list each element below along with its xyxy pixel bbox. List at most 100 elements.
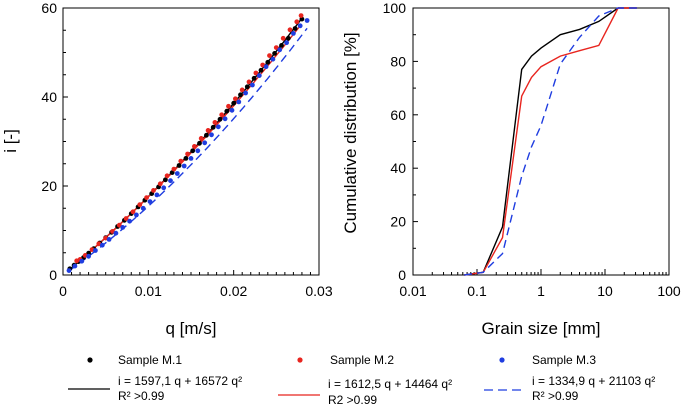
data-point-m3 xyxy=(188,156,194,161)
left-y-tick-label: 60 xyxy=(41,0,57,16)
right-y-tick-label: 100 xyxy=(383,0,407,16)
legend: Sample M.1 Sample M.2 Sample M.3 i = 159… xyxy=(68,353,655,407)
distribution-line-m3 xyxy=(464,7,637,276)
right-x-tick-label: 100 xyxy=(657,283,681,299)
data-point-m3 xyxy=(215,124,221,130)
data-point-m3 xyxy=(161,185,167,191)
right-y-ticks: 0 20 40 60 80 100 xyxy=(383,0,418,283)
left-x-axis-label: q [m/s] xyxy=(165,319,216,338)
data-point-m1 xyxy=(163,177,168,183)
data-point-m3 xyxy=(168,178,173,184)
data-point-m3 xyxy=(250,82,255,88)
data-point-m3 xyxy=(195,148,201,154)
data-point-m1 xyxy=(258,67,264,73)
right-x-tick-label: 0.1 xyxy=(467,283,487,299)
data-point-m3 xyxy=(174,171,180,176)
data-point-m1 xyxy=(183,156,189,161)
legend-label-m3: Sample M.3 xyxy=(532,353,596,367)
legend-fit-label-m1: i = 1597,1 q + 16572 q² xyxy=(118,374,242,388)
left-chart: 0 20 40 60 0 0.01 0.02 0.03 q [m/s] i [-] xyxy=(1,0,333,338)
data-point-m2 xyxy=(267,53,272,58)
data-point-m1 xyxy=(265,59,271,65)
left-x-tick-label: 0.02 xyxy=(220,283,247,299)
data-point-m1 xyxy=(190,148,196,154)
data-point-m3 xyxy=(93,248,98,253)
right-y-tick-label: 20 xyxy=(390,214,406,230)
right-x-tick-label: 10 xyxy=(597,283,613,299)
left-x-tick-label: 0.03 xyxy=(305,283,332,299)
data-point-m3 xyxy=(222,116,228,122)
data-point-m3 xyxy=(99,242,105,248)
right-x-axis-label: Grain size [mm] xyxy=(481,319,600,338)
right-y-tick-label: 80 xyxy=(390,53,406,69)
data-point-m1 xyxy=(231,100,237,106)
data-point-m2 xyxy=(185,151,191,157)
data-point-m1 xyxy=(224,108,230,114)
data-point-m2 xyxy=(157,181,163,187)
data-point-m2 xyxy=(144,195,150,201)
data-point-m3 xyxy=(229,107,235,113)
right-distribution-lines xyxy=(464,7,637,276)
right-x-tick-label: 1 xyxy=(537,283,545,299)
data-point-m3 xyxy=(134,212,139,218)
data-point-m2 xyxy=(253,70,259,76)
legend-marker-m1 xyxy=(87,357,93,363)
left-y-tick-label: 20 xyxy=(41,178,57,194)
data-point-m3 xyxy=(66,268,72,273)
right-x-ticks: 0.01 0.1 1 10 100 xyxy=(399,269,681,299)
data-point-m3 xyxy=(154,192,160,198)
data-point-m2 xyxy=(164,173,170,179)
data-point-m3 xyxy=(147,199,153,205)
legend-label-m1: Sample M.1 xyxy=(118,353,182,367)
data-point-m3 xyxy=(263,64,269,70)
legend-label-m2: Sample M.2 xyxy=(330,353,394,367)
data-point-m1 xyxy=(197,140,202,146)
data-point-m2 xyxy=(130,209,136,215)
data-point-m3 xyxy=(72,263,78,269)
legend-r2-m3: R² >0.99 xyxy=(532,389,579,403)
right-y-tick-label: 0 xyxy=(398,267,406,283)
data-point-m3 xyxy=(243,90,249,96)
fit-curve-1 xyxy=(69,17,303,270)
data-point-m2 xyxy=(219,112,225,118)
legend-r2-m2: R2 >0.99 xyxy=(328,393,377,407)
data-point-m2 xyxy=(246,79,252,85)
data-point-m2 xyxy=(298,13,304,18)
data-point-m3 xyxy=(120,225,126,230)
left-data-points xyxy=(66,13,310,273)
data-point-m2 xyxy=(192,144,197,149)
left-y-axis-label: i [-] xyxy=(1,129,20,153)
data-point-m3 xyxy=(256,73,262,78)
data-point-m2 xyxy=(151,188,156,193)
distribution-line-m2 xyxy=(464,7,637,276)
data-point-m2 xyxy=(123,216,129,221)
data-point-m2 xyxy=(137,202,143,208)
right-y-tick-label: 40 xyxy=(390,160,406,176)
left-y-tick-label: 0 xyxy=(49,267,57,283)
data-point-m3 xyxy=(304,18,310,23)
legend-r2-m1: R² >0.99 xyxy=(118,389,165,403)
data-point-m2 xyxy=(273,45,279,50)
data-point-m3 xyxy=(202,140,208,146)
data-point-m1 xyxy=(292,26,298,31)
data-point-m3 xyxy=(209,132,214,138)
data-point-m3 xyxy=(127,218,132,224)
left-x-ticks: 0 0.01 0.02 0.03 xyxy=(59,270,333,299)
data-point-m2 xyxy=(233,96,238,102)
data-point-m2 xyxy=(198,136,204,141)
data-point-m3 xyxy=(270,56,276,62)
data-point-m1 xyxy=(244,84,250,90)
data-point-m2 xyxy=(178,158,184,164)
right-y-tick-label: 60 xyxy=(390,107,406,123)
right-x-tick-label: 0.01 xyxy=(399,283,426,299)
data-point-m2 xyxy=(226,103,231,109)
data-point-m2 xyxy=(287,27,293,33)
data-point-m2 xyxy=(205,127,211,133)
data-point-m2 xyxy=(116,222,122,228)
right-chart: 0 20 40 60 80 100 0.01 0.1 1 10 100 Grain size [m… xyxy=(341,0,681,338)
data-point-m1 xyxy=(217,116,223,122)
data-point-m1 xyxy=(272,51,277,56)
fit-curve-3 xyxy=(68,27,308,272)
distribution-line-m1 xyxy=(464,7,637,276)
